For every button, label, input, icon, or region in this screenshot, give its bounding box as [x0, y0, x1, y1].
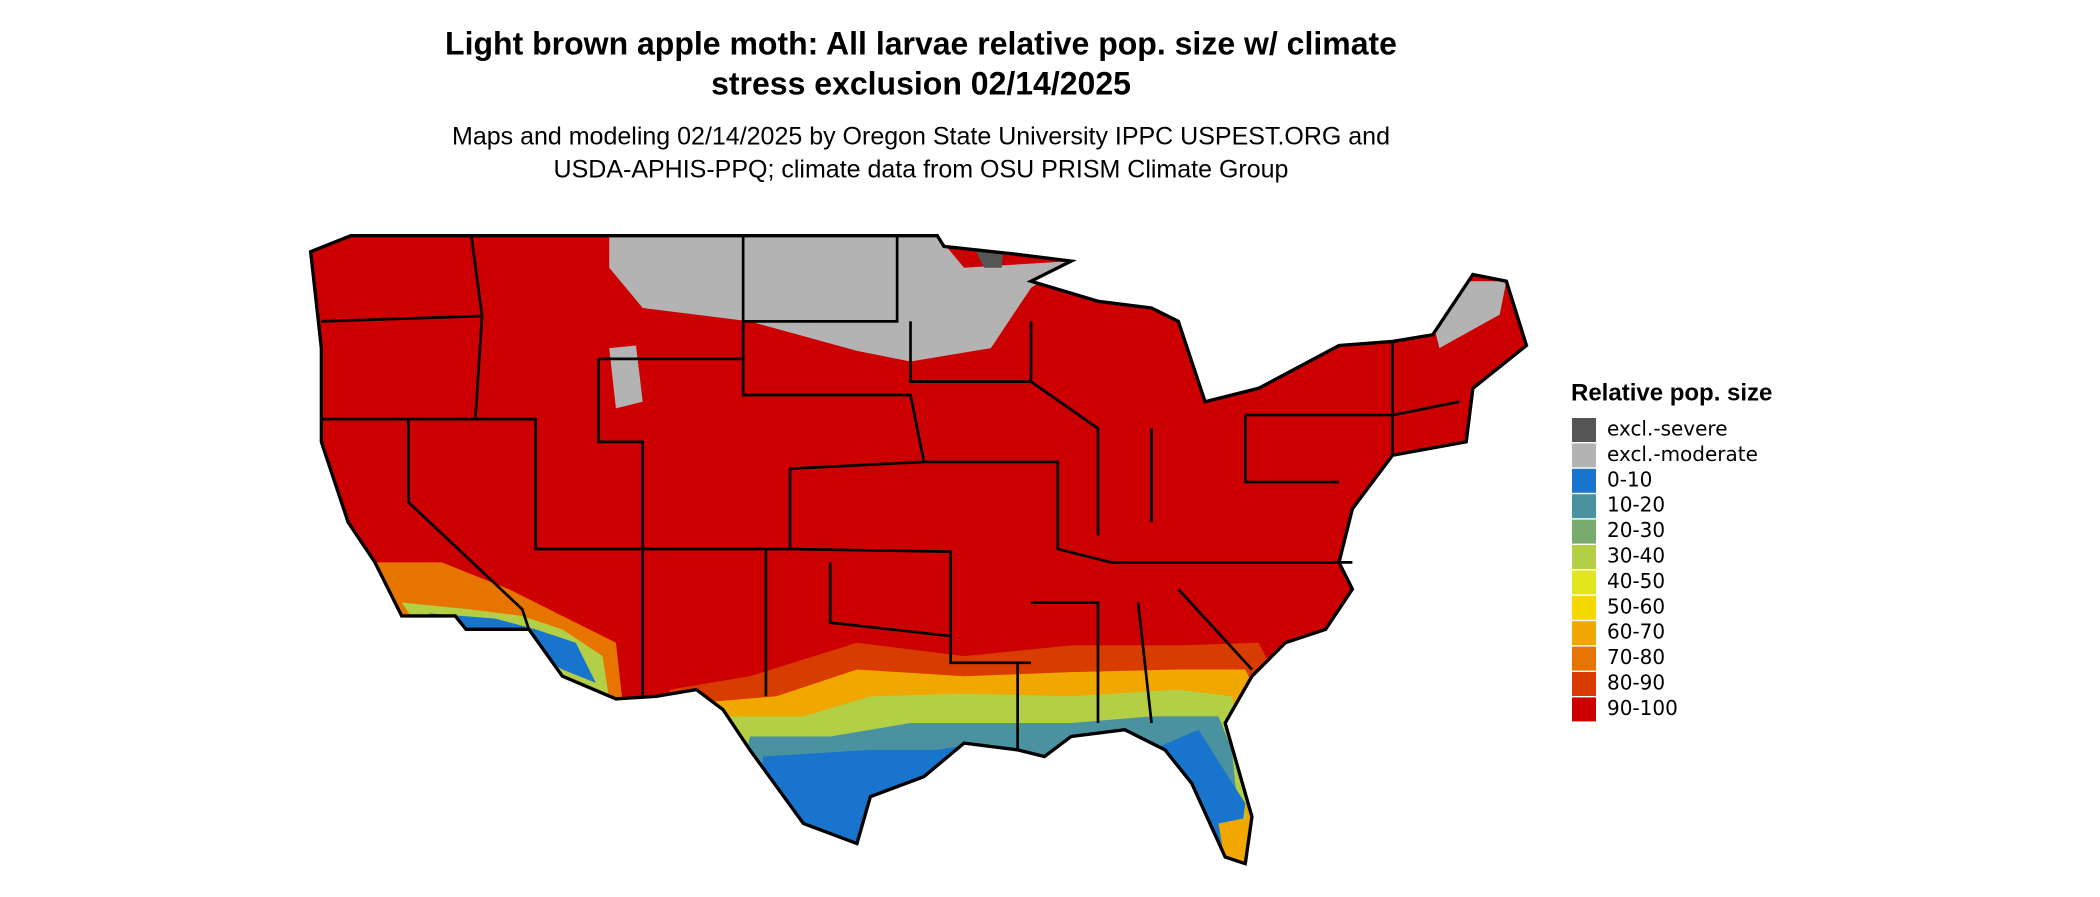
legend-swatch: [1572, 621, 1596, 646]
legend-swatch: [1572, 697, 1596, 722]
legend-swatch: [1572, 545, 1596, 569]
legend: excl.-severeexcl.-moderate0-1010-2020-30…: [1572, 417, 1758, 722]
legend-swatch: [1572, 672, 1596, 696]
legend-swatch: [1572, 595, 1596, 620]
exclusion-area: [1432, 281, 1507, 349]
legend-label: 0-10: [1607, 467, 1652, 491]
legend-label: 30-40: [1607, 544, 1665, 568]
climate-band: [749, 729, 1246, 864]
legend-swatch: [1572, 418, 1596, 442]
legend-swatch: [1572, 468, 1596, 493]
us-map: [308, 233, 1529, 866]
legend-label: 90-100: [1607, 696, 1678, 720]
legend-label: excl.-moderate: [1607, 442, 1758, 466]
exclusion-area: [609, 235, 1072, 362]
legend-swatch: [1572, 646, 1596, 671]
legend-label: 20-30: [1607, 518, 1665, 542]
legend-label: 50-60: [1607, 594, 1665, 618]
legend-label: 80-90: [1607, 671, 1665, 695]
legend-label: excl.-severe: [1607, 417, 1728, 441]
climate-band: [1218, 816, 1252, 864]
legend-label: 40-50: [1607, 569, 1665, 593]
legend-swatch: [1572, 519, 1596, 544]
title-line: Light brown apple moth: All larvae relat…: [445, 25, 1397, 61]
us-outline: [308, 233, 1529, 866]
legend-label: 10-20: [1607, 493, 1665, 517]
legend-label: 70-80: [1607, 645, 1665, 669]
exclusion-area: [609, 345, 643, 409]
legend-swatch: [1572, 443, 1596, 468]
title-line: stress exclusion 02/14/2025: [711, 65, 1131, 101]
subtitle-line: USDA-APHIS-PPQ; climate data from OSU PR…: [554, 156, 1289, 184]
state-borders: [321, 235, 1460, 750]
legend-swatch: [1572, 570, 1596, 595]
legend-swatch: [1572, 494, 1596, 519]
legend-label: 60-70: [1607, 620, 1665, 644]
legend-title: Relative pop. size: [1571, 379, 1772, 406]
subtitle-line: Maps and modeling 02/14/2025 by Oregon S…: [452, 123, 1390, 151]
